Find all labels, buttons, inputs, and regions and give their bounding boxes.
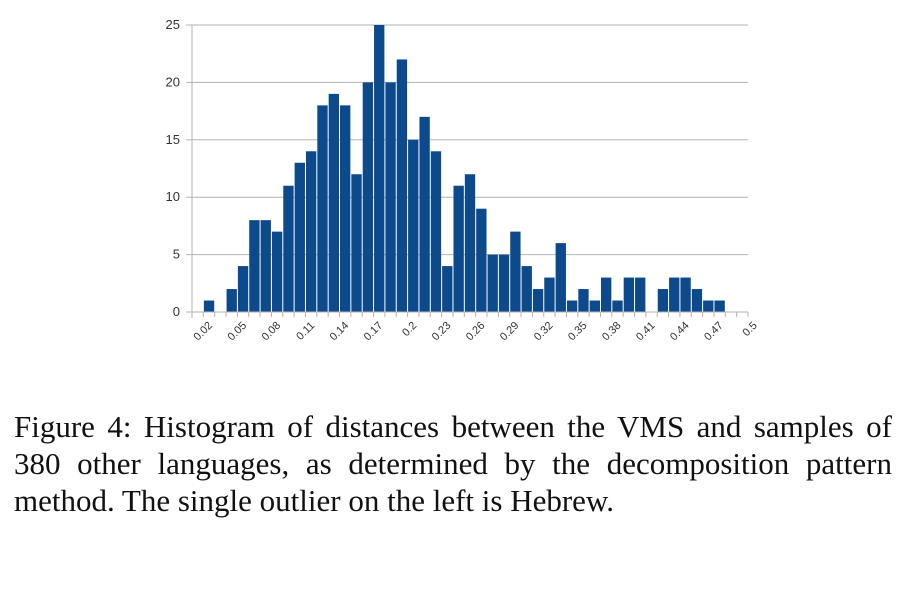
histogram-bar bbox=[544, 277, 555, 312]
histogram-bar bbox=[351, 174, 362, 312]
histogram-bar bbox=[362, 82, 374, 313]
histogram-bar bbox=[203, 300, 215, 312]
bars bbox=[203, 25, 725, 313]
histogram-bar bbox=[283, 185, 294, 312]
histogram-bar bbox=[532, 289, 544, 312]
histogram-bar bbox=[657, 289, 669, 312]
histogram-bar bbox=[430, 151, 442, 312]
x-tick-label: 0.05 bbox=[226, 320, 250, 344]
histogram-bar bbox=[442, 266, 453, 312]
histogram-bar bbox=[555, 243, 566, 312]
histogram-bar bbox=[464, 174, 476, 312]
histogram-bar bbox=[476, 208, 487, 312]
x-tick-label: 0.44 bbox=[668, 320, 692, 344]
histogram-bar bbox=[680, 277, 691, 312]
histogram-bar bbox=[498, 254, 510, 312]
x-tick-label: 0.41 bbox=[634, 320, 658, 344]
histogram-bar bbox=[714, 300, 725, 312]
x-tick-label: 0.38 bbox=[600, 320, 624, 344]
histogram-bar bbox=[566, 300, 578, 312]
x-tick-label: 0.26 bbox=[464, 320, 488, 344]
histogram-bar bbox=[487, 254, 498, 312]
y-tick-label: 15 bbox=[166, 132, 180, 147]
histogram-bar bbox=[396, 59, 408, 312]
histogram-bar bbox=[249, 220, 260, 312]
histogram-bar bbox=[669, 277, 680, 312]
histogram-bar bbox=[453, 185, 464, 312]
histogram-bar bbox=[703, 300, 714, 312]
y-tick-label: 0 bbox=[173, 304, 180, 319]
histogram-bar bbox=[260, 220, 271, 312]
y-tick-label: 10 bbox=[166, 189, 180, 204]
y-tick-label: 20 bbox=[166, 74, 180, 89]
histogram-bar bbox=[589, 300, 600, 312]
x-tick-label: 0.08 bbox=[260, 320, 284, 344]
histogram-bar bbox=[305, 151, 317, 312]
histogram-bar bbox=[635, 277, 646, 312]
x-tick-label: 0.17 bbox=[362, 320, 386, 344]
histogram-bar bbox=[340, 105, 351, 312]
histogram-bar bbox=[521, 266, 532, 312]
axes bbox=[191, 25, 749, 318]
x-tick-label: 0.14 bbox=[328, 320, 352, 344]
histogram-bar bbox=[578, 289, 589, 312]
histogram-bar bbox=[271, 231, 283, 312]
histogram-bar bbox=[691, 289, 703, 312]
histogram-bar bbox=[294, 162, 305, 312]
histogram-bar bbox=[600, 277, 612, 312]
histogram-bar bbox=[510, 231, 521, 312]
x-tick-label: 0.29 bbox=[498, 320, 522, 344]
x-tick-label: 0.32 bbox=[532, 320, 556, 344]
x-tick-label: 0.02 bbox=[192, 320, 216, 344]
histogram-bar bbox=[612, 300, 623, 312]
histogram-bar bbox=[226, 289, 237, 312]
x-tick-label: 0.11 bbox=[294, 320, 317, 343]
x-tick-label: 0.23 bbox=[430, 320, 454, 344]
x-tick-label: 0.47 bbox=[702, 320, 726, 344]
histogram-bar bbox=[237, 266, 249, 312]
y-tick-label: 25 bbox=[166, 17, 180, 32]
histogram-bar bbox=[408, 139, 419, 312]
x-tick-labels: 0.02 0.05 0.08 0.11 0.14 0.17 0.2 0.23 0.26 0.29 0… bbox=[192, 320, 760, 344]
histogram-bar bbox=[317, 105, 328, 312]
histogram-bar bbox=[385, 82, 396, 313]
x-tick-label: 0.5 bbox=[740, 320, 759, 339]
x-tick-label: 0.35 bbox=[566, 320, 590, 344]
x-tick-label: 0.2 bbox=[400, 320, 419, 339]
y-tick-labels: 0 5 10 15 20 25 bbox=[166, 17, 180, 319]
histogram-bar bbox=[419, 116, 430, 312]
figure-caption: Figure 4: Histogram of distances between… bbox=[14, 409, 892, 518]
histogram-bar bbox=[328, 93, 340, 312]
histogram-bar bbox=[374, 25, 385, 312]
histogram-bar bbox=[623, 277, 635, 312]
y-tick-label: 5 bbox=[173, 247, 180, 262]
